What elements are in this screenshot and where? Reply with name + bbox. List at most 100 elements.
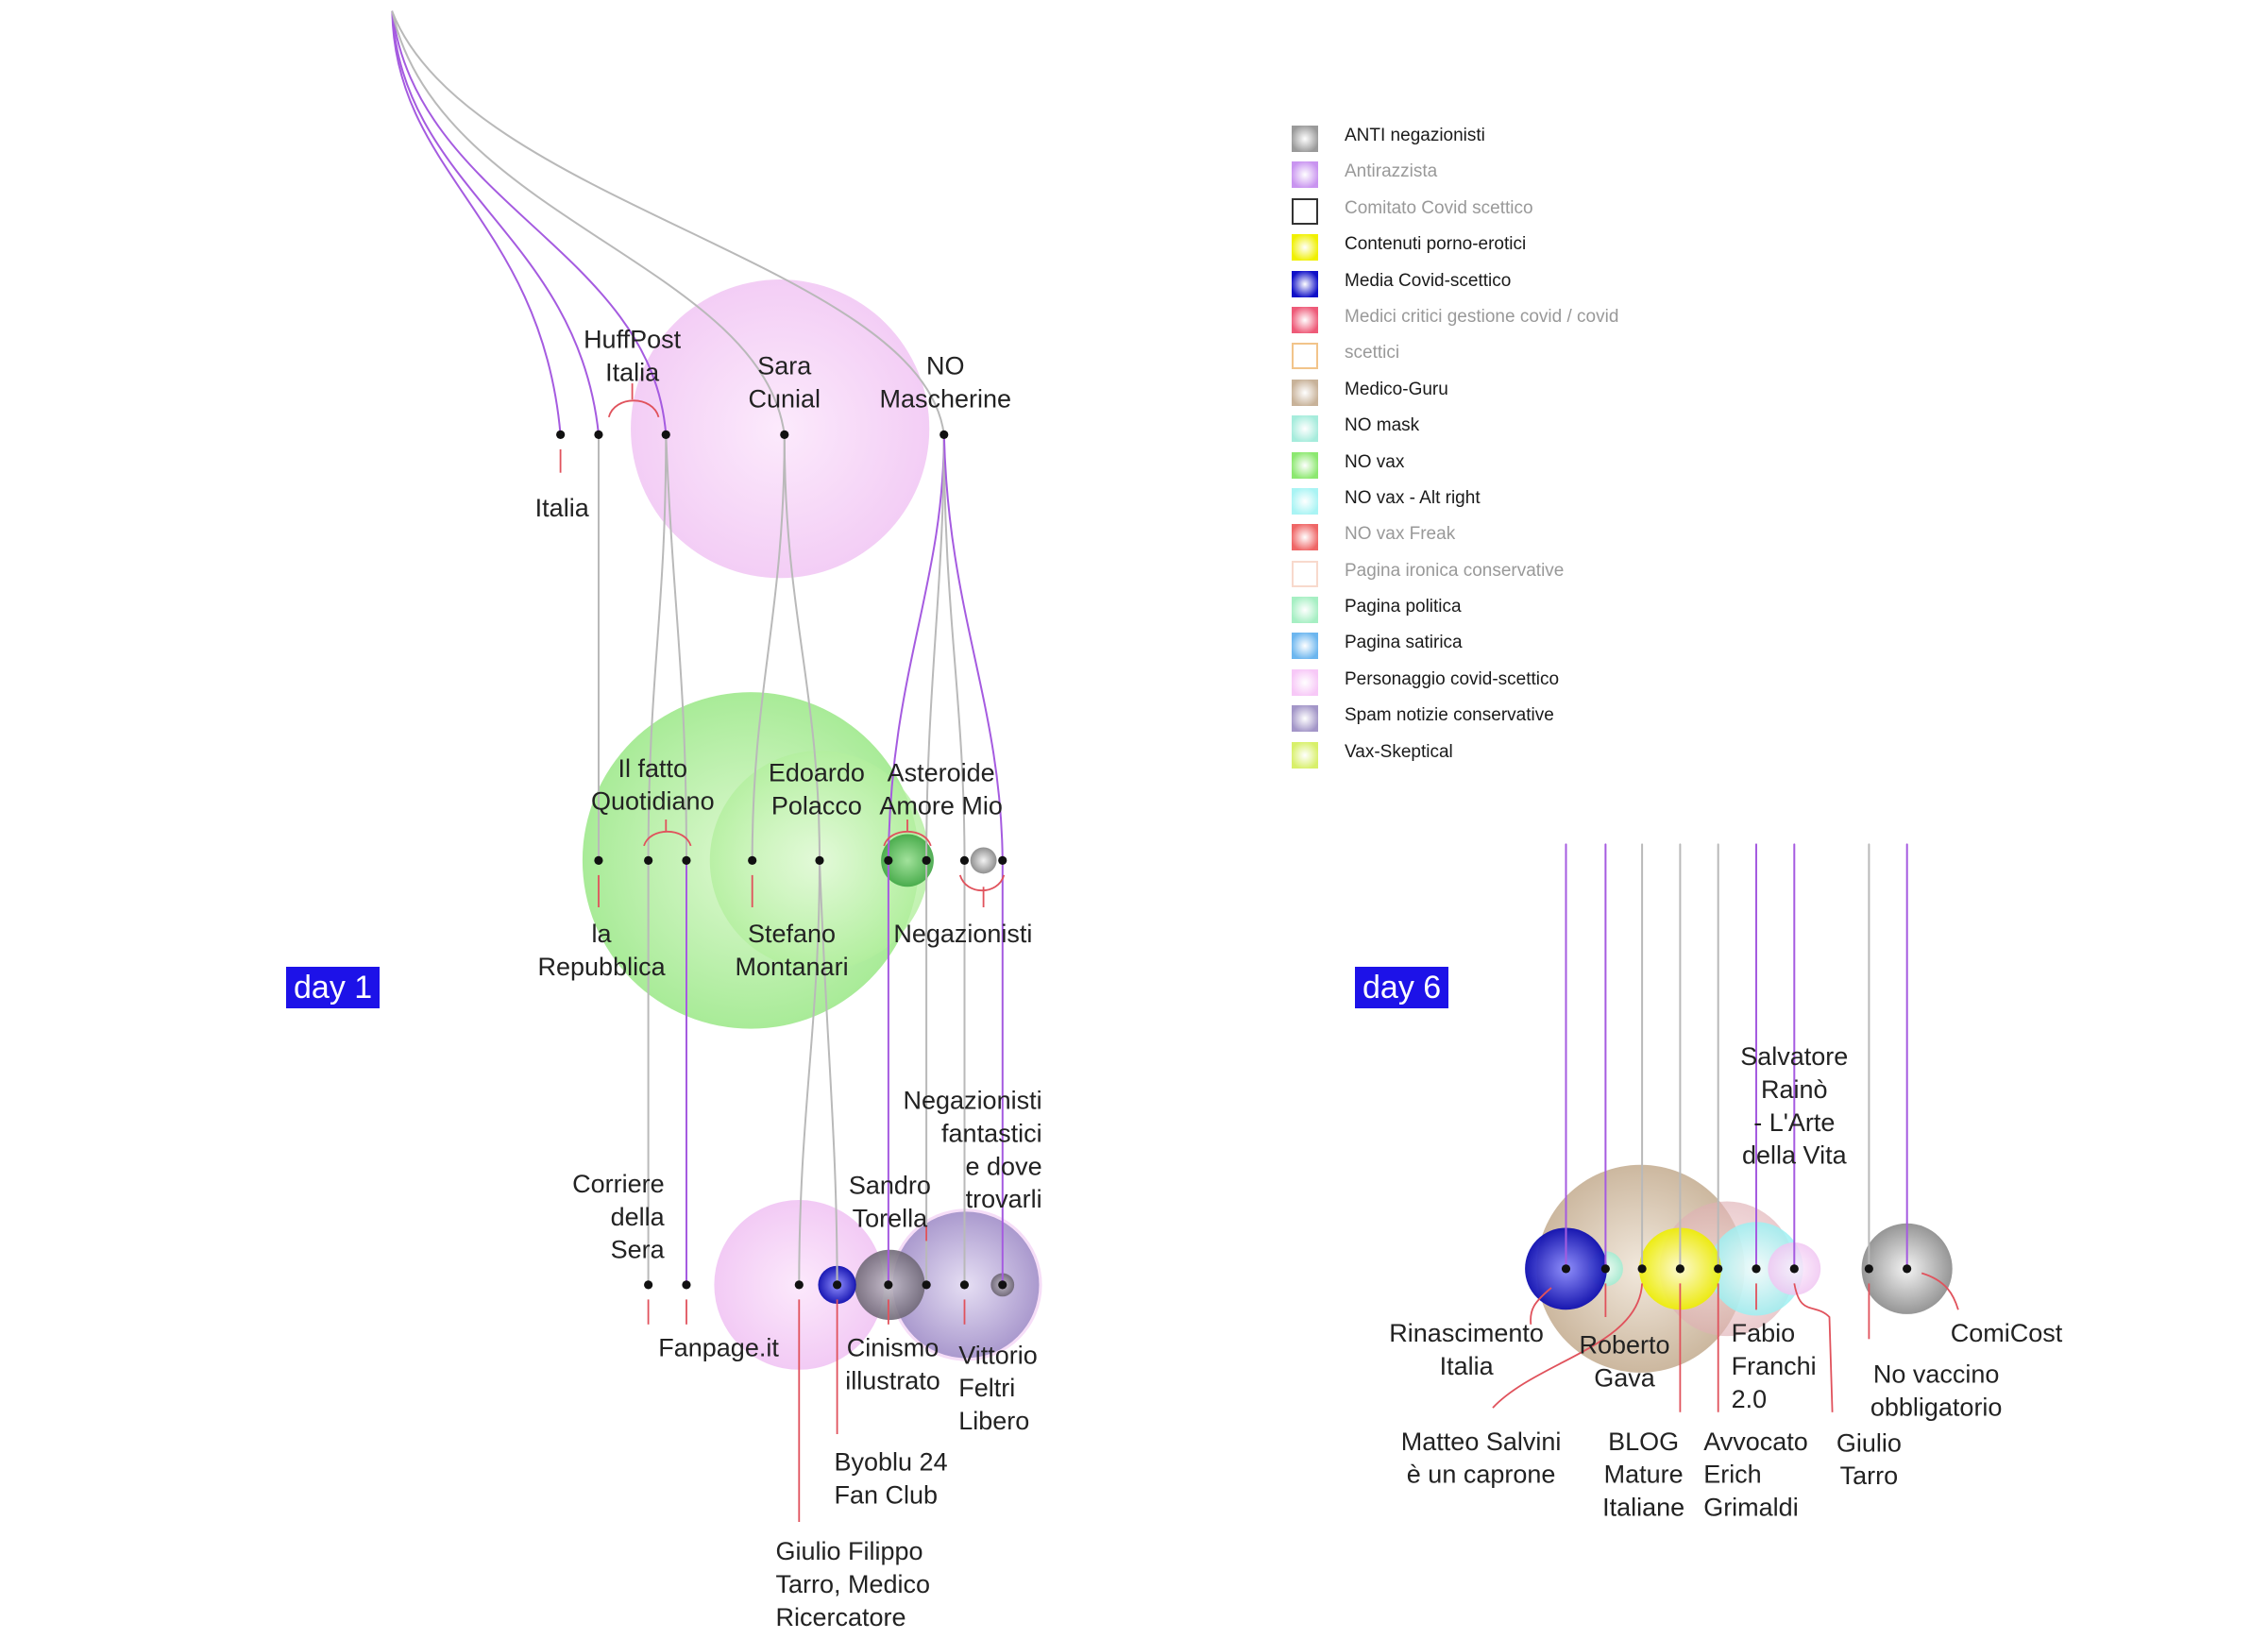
bracket-ilfatto bbox=[643, 831, 692, 847]
label-blog: BLOG Mature Italiane bbox=[1602, 1428, 1684, 1522]
label-rinascimento: Rinascimento Italia bbox=[1389, 1319, 1544, 1380]
legend-item: NO vax Freak bbox=[1292, 516, 1783, 552]
label-salvini: Matteo Salvini è un caprone bbox=[1401, 1428, 1562, 1489]
label-raino: Salvatore Rainò - L'Arte della Vita bbox=[1740, 1042, 1848, 1170]
legend-item: Media Covid-scettico bbox=[1292, 263, 1783, 299]
legend-label: Medici critici gestione covid / covid bbox=[1345, 306, 1619, 327]
legend-swatch bbox=[1292, 705, 1318, 733]
label-line: Montanari bbox=[736, 953, 849, 981]
label-line: la bbox=[592, 920, 613, 948]
node-dot bbox=[644, 1280, 653, 1290]
label-line: Fan Club bbox=[835, 1480, 939, 1509]
legend-item: NO vax - Alt right bbox=[1292, 481, 1783, 516]
edge-nomask bbox=[391, 10, 945, 436]
legend-item: Medici critici gestione covid / covid bbox=[1292, 299, 1783, 335]
label-line: BLOG bbox=[1608, 1428, 1679, 1456]
label-line: ComiCost bbox=[1951, 1319, 2063, 1347]
bracket-asteroide bbox=[883, 831, 932, 847]
asteroide-bubble bbox=[881, 834, 934, 887]
legend-swatch bbox=[1292, 197, 1318, 225]
node-dot bbox=[682, 855, 691, 866]
label-line: Ricercatore bbox=[776, 1603, 906, 1631]
negazionisti-bubble bbox=[970, 847, 997, 874]
label-ilfatto: Il fatto Quotidiano bbox=[591, 754, 715, 816]
legend-item: Personaggio covid-scettico bbox=[1292, 662, 1783, 698]
legend-swatch bbox=[1292, 126, 1318, 152]
legend-item: scettici bbox=[1292, 335, 1783, 371]
label-line: Mascherine bbox=[880, 384, 1012, 413]
label-line: Sera bbox=[611, 1236, 666, 1264]
node-dot bbox=[594, 430, 603, 439]
legend-item: NO vax bbox=[1292, 445, 1783, 481]
legend-label: Spam notizie conservative bbox=[1345, 705, 1554, 726]
edge-montanari bbox=[751, 433, 786, 862]
line-rinascimento bbox=[1530, 1287, 1552, 1325]
label-tarro: Giulio Tarro bbox=[1836, 1428, 1902, 1490]
label-line: No vaccino bbox=[1873, 1360, 2000, 1388]
legend-swatch bbox=[1292, 451, 1318, 479]
label-novaccino: No vaccino obbligatorio bbox=[1870, 1360, 2003, 1421]
node-dot bbox=[556, 430, 566, 439]
legend-swatch bbox=[1292, 741, 1318, 769]
node-dot bbox=[1600, 1264, 1610, 1274]
label-asteroide: Asteroide Amore Mio bbox=[879, 758, 1003, 820]
legend-label: scettici bbox=[1345, 343, 1400, 363]
legend-swatch bbox=[1292, 668, 1318, 696]
label-line: illustrato bbox=[845, 1366, 940, 1394]
node-dot bbox=[998, 855, 1007, 866]
legend-item: Antirazzista bbox=[1292, 154, 1783, 190]
label-line: Giulio Filippo bbox=[776, 1537, 923, 1565]
label-line: Libero bbox=[958, 1407, 1029, 1435]
label-line: Avvocato bbox=[1703, 1428, 1808, 1456]
node-dot bbox=[884, 855, 893, 866]
bracket-huffpost bbox=[607, 399, 660, 418]
legend-item: Pagina ironica conservative bbox=[1292, 553, 1783, 589]
node-dot bbox=[1561, 1264, 1571, 1274]
label-line: trovarli bbox=[966, 1185, 1042, 1213]
label-line: Mature bbox=[1604, 1461, 1684, 1489]
legend-item: Pagina politica bbox=[1292, 589, 1783, 625]
node-dot bbox=[780, 430, 789, 439]
label-line: 2.0 bbox=[1732, 1385, 1768, 1413]
label-sandro: Sandro Torella bbox=[849, 1172, 931, 1233]
label-line: Repubblica bbox=[538, 953, 667, 981]
legend-item: Comitato Covid scettico bbox=[1292, 191, 1783, 227]
label-line: fantastici bbox=[941, 1119, 1042, 1147]
label-line: Sara bbox=[757, 352, 812, 380]
node-dot bbox=[1864, 1264, 1873, 1274]
line-salvini bbox=[1492, 1283, 1643, 1409]
edge-negazionisti-b bbox=[942, 433, 1004, 862]
node-dot bbox=[748, 855, 757, 866]
legend-swatch bbox=[1292, 560, 1318, 587]
label-line: Negazionisti bbox=[893, 920, 1032, 948]
label-line: Edoardo bbox=[769, 758, 865, 786]
day-1-badge: day 1 bbox=[286, 967, 381, 1008]
label-line: Gava bbox=[1594, 1363, 1656, 1392]
edge-sara bbox=[391, 10, 786, 436]
label-line: Vittorio bbox=[958, 1341, 1038, 1369]
label-franchi: Fabio Franchi 2.0 bbox=[1732, 1319, 1817, 1413]
label-line: della bbox=[611, 1203, 666, 1231]
node-dot bbox=[1714, 1264, 1723, 1274]
legend-label: NO mask bbox=[1345, 415, 1420, 436]
bracket-negazionisti bbox=[958, 874, 1006, 891]
label-line: Italia bbox=[535, 494, 590, 522]
label-negazionisti: Negazionisti bbox=[893, 920, 1032, 948]
label-line: Tarro, Medico bbox=[776, 1570, 931, 1598]
label-tarro-medico: Giulio Filippo Tarro, Medico Ricercatore bbox=[776, 1537, 931, 1631]
label-line: Grimaldi bbox=[1703, 1494, 1799, 1522]
edge-italia bbox=[391, 10, 562, 436]
node-dot bbox=[594, 855, 603, 866]
legend-swatch bbox=[1292, 415, 1318, 443]
legend-item: Medico-Guru bbox=[1292, 372, 1783, 408]
node-dot bbox=[959, 1280, 970, 1290]
label-montanari: Stefano Montanari bbox=[736, 920, 849, 981]
label-line: Rinascimento bbox=[1389, 1319, 1544, 1347]
legend-label: Media Covid-scettico bbox=[1345, 270, 1512, 291]
edge-negazionisti bbox=[942, 433, 966, 862]
label-line: Italiane bbox=[1602, 1494, 1684, 1522]
label-line: Polacco bbox=[771, 791, 862, 820]
label-line: Italia bbox=[1440, 1352, 1495, 1380]
